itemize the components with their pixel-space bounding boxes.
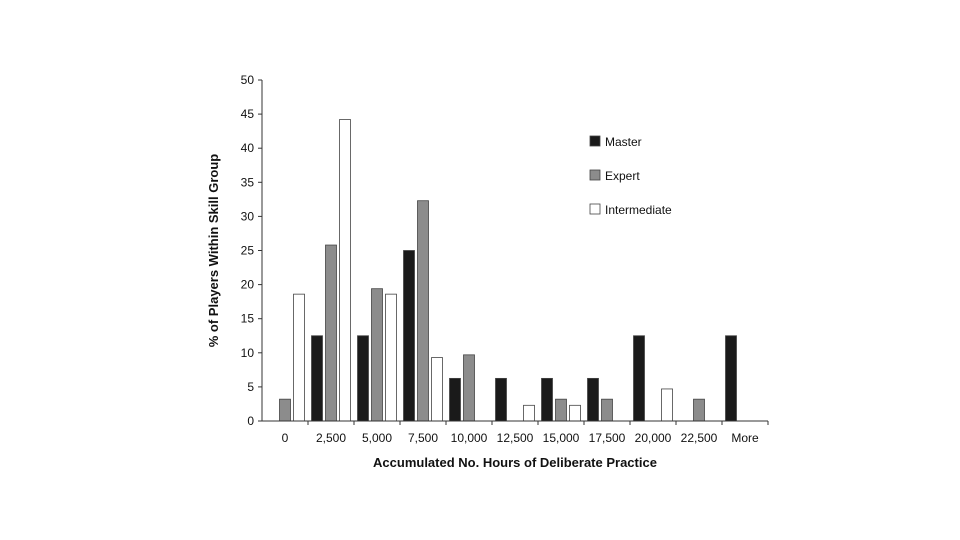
bar-intermediate [523, 404, 535, 422]
bar-master [311, 335, 323, 422]
bar-master [449, 377, 461, 422]
x-tick-label: 5,000 [362, 431, 392, 445]
bar-expert [325, 244, 337, 422]
bar-master [633, 335, 645, 422]
legend-label-expert: Expert [605, 169, 640, 183]
y-tick-label: 5 [247, 380, 254, 394]
bar-master [495, 377, 507, 422]
x-ticks-group: 0 2,500 5,000 7,500 10,000 12,500 15,000 17,500… [282, 421, 769, 445]
bar-master [541, 377, 553, 422]
x-tick-label: 7,500 [408, 431, 438, 445]
bar-expert [555, 398, 567, 422]
x-tick-label: 22,500 [681, 431, 718, 445]
y-tick-label: 30 [241, 209, 255, 223]
y-tick-label: 20 [241, 278, 255, 292]
legend-label-master: Master [605, 135, 642, 149]
bar-expert [463, 354, 475, 422]
y-ticks-group: 0 5 10 15 20 25 30 35 40 45 50 [241, 73, 262, 428]
legend: Master Expert Intermediate [589, 135, 672, 217]
x-tick-label: 17,500 [589, 431, 626, 445]
y-tick-label: 25 [241, 244, 255, 258]
bar-intermediate [339, 119, 351, 422]
x-tick-label: 20,000 [635, 431, 672, 445]
bar-intermediate [569, 404, 581, 422]
y-tick-label: 10 [241, 346, 255, 360]
x-tick-label: 0 [282, 431, 289, 445]
legend-swatch-intermediate [589, 203, 601, 215]
legend-label-intermediate: Intermediate [605, 203, 672, 217]
legend-swatch-master [589, 135, 601, 147]
y-tick-label: 35 [241, 175, 255, 189]
x-tick-label: More [731, 431, 759, 445]
legend-swatch-expert [589, 169, 601, 181]
y-axis-title: % of Players Within Skill Group [206, 154, 221, 348]
bar-master [403, 250, 415, 422]
bars-group [279, 119, 737, 422]
x-axis-title: Accumulated No. Hours of Deliberate Prac… [373, 455, 657, 470]
bar-expert [601, 398, 613, 422]
x-tick-label: 12,500 [497, 431, 534, 445]
x-tick-label: 2,500 [316, 431, 346, 445]
y-tick-label: 15 [241, 312, 255, 326]
bar-expert [417, 200, 429, 422]
bar-intermediate [293, 293, 305, 422]
x-tick-label: 10,000 [451, 431, 488, 445]
bar-intermediate [431, 357, 443, 422]
bar-intermediate [385, 293, 397, 422]
y-tick-label: 50 [241, 73, 255, 87]
x-tick-label: 15,000 [543, 431, 580, 445]
bar-expert [693, 398, 705, 422]
bar-expert [371, 288, 383, 422]
y-tick-label: 40 [241, 141, 255, 155]
bar-master [725, 335, 737, 422]
y-tick-label: 45 [241, 107, 255, 121]
bar-expert [279, 398, 291, 422]
bar-intermediate [661, 388, 673, 422]
bar-master [587, 377, 599, 422]
bar-master [357, 335, 369, 422]
y-tick-label: 0 [247, 414, 254, 428]
